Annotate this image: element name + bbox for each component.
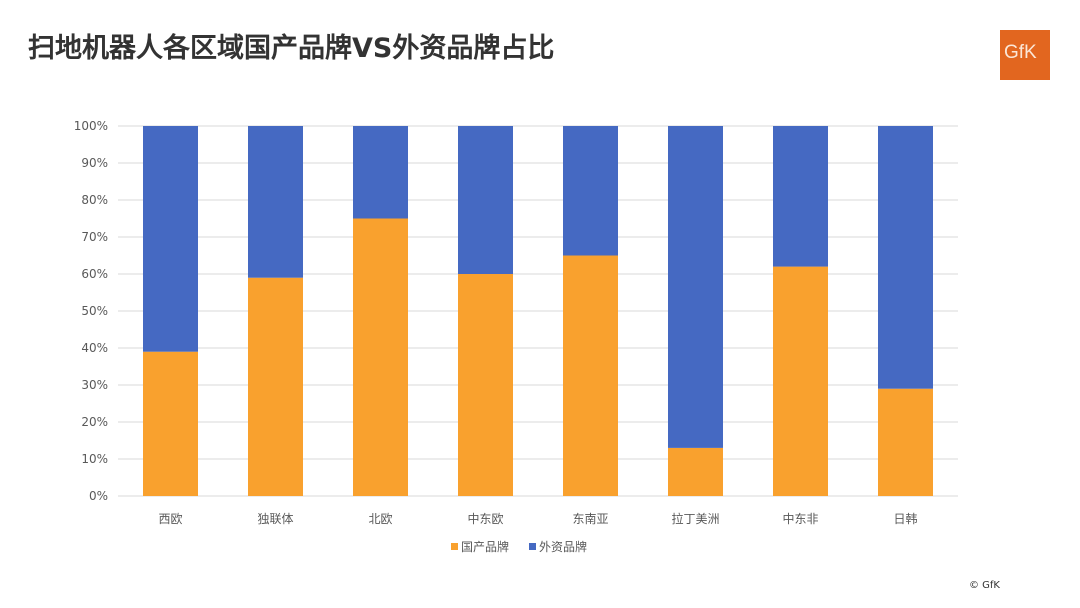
legend-swatch	[529, 543, 536, 550]
y-tick-label: 100%	[74, 119, 108, 133]
legend-label: 国产品牌	[461, 540, 509, 554]
bar-foreign	[878, 126, 933, 389]
y-tick-label: 30%	[81, 378, 108, 392]
bar-domestic	[248, 277, 303, 496]
legend-swatch	[451, 543, 458, 550]
y-tick-label: 90%	[81, 156, 108, 170]
bar-foreign	[773, 126, 828, 267]
bar-domestic	[563, 255, 618, 496]
y-tick-label: 60%	[81, 267, 108, 281]
x-tick-label: 西欧	[158, 512, 182, 526]
bar-domestic	[878, 388, 933, 496]
copyright: © GfK	[968, 580, 1000, 591]
x-tick-label: 北欧	[368, 512, 392, 526]
y-tick-label: 50%	[81, 304, 108, 318]
bar-domestic	[668, 447, 723, 496]
logo-text: GfK	[1004, 42, 1037, 63]
y-tick-label: 0%	[89, 489, 108, 503]
chart-title: 扫地机器人各区域国产品牌VS外资品牌占比	[28, 33, 555, 64]
x-tick-label: 独联体	[257, 512, 293, 526]
bar-domestic	[353, 218, 408, 496]
x-tick-label: 拉丁美洲	[671, 511, 719, 526]
y-tick-label: 20%	[81, 415, 108, 429]
bar-domestic	[458, 274, 513, 496]
bar-foreign	[143, 126, 198, 352]
bar-foreign	[353, 126, 408, 219]
legend-label: 外资品牌	[539, 540, 587, 554]
y-tick-label: 10%	[81, 452, 108, 466]
bar-foreign	[668, 126, 723, 448]
y-tick-label: 80%	[81, 193, 108, 207]
x-tick-label: 中东欧	[467, 511, 503, 526]
bar-foreign	[458, 126, 513, 274]
bar-domestic	[143, 351, 198, 496]
gfk-logo: GfK	[1000, 30, 1050, 80]
y-tick-label: 70%	[81, 230, 108, 244]
bar-domestic	[773, 266, 828, 496]
x-tick-label: 东南亚	[572, 511, 608, 526]
x-tick-label: 中东非	[782, 511, 818, 526]
x-tick-label: 日韩	[893, 511, 917, 526]
bar-foreign	[248, 126, 303, 278]
y-tick-label: 40%	[81, 341, 108, 355]
bar-foreign	[563, 126, 618, 256]
